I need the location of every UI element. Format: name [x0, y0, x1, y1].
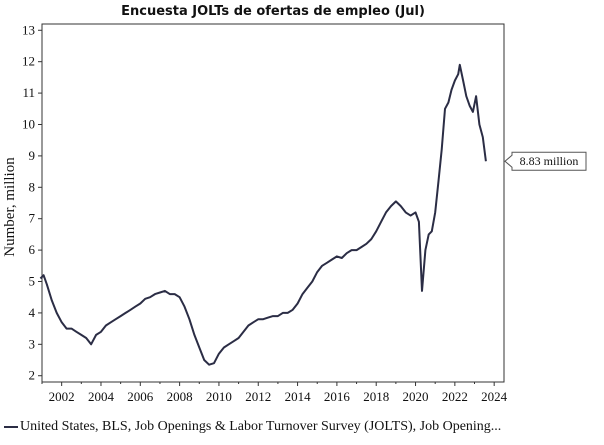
y-tick-label: 8: [29, 179, 36, 194]
y-tick-label: 12: [22, 54, 35, 69]
y-tick-label: 4: [29, 305, 36, 320]
plot-area: [41, 23, 505, 383]
y-tick-label: 3: [29, 336, 36, 351]
x-tick-label: 2016: [324, 389, 351, 404]
x-tick-label: 2018: [363, 389, 389, 404]
y-tick-label: 11: [22, 85, 35, 100]
callout-box: [504, 151, 587, 171]
x-tick-label: 2020: [403, 389, 429, 404]
y-tick-label: 5: [29, 274, 36, 289]
legend: United States, BLS, Job Openings & Labor…: [4, 419, 600, 435]
callout-label: 8.83 million: [520, 154, 579, 168]
y-tick-label: 10: [22, 116, 35, 131]
x-axis: 2002 2004 2006 2008 2010 2012 2014 2016 2018 2020…: [41, 382, 508, 404]
y-tick-label: 6: [29, 242, 36, 257]
y-tick-label: 7: [29, 211, 36, 226]
series-line-job-openings: [39, 63, 487, 366]
x-tick-label: 2002: [49, 389, 75, 404]
y-tick-label: 9: [29, 148, 36, 163]
y-axis-label: Number, million: [2, 157, 18, 257]
x-tick-label: 2004: [88, 389, 115, 404]
legend-swatch: [4, 425, 18, 428]
x-tick-label: 2010: [206, 389, 232, 404]
x-tick-label: 2012: [245, 389, 271, 404]
y-axis: 2 3 4 5 6 7 8 9 10 11 12 13: [22, 22, 42, 383]
y-tick-label: 2: [29, 368, 36, 383]
plot-border: [41, 23, 505, 383]
x-tick-label: 2022: [442, 389, 468, 404]
chart-title: Encuesta JOLTs de ofertas de empleo (Jul…: [121, 4, 425, 19]
x-tick-label: 2024: [481, 389, 508, 404]
x-tick-label: 2008: [167, 389, 193, 404]
x-tick-label: 2006: [127, 389, 154, 404]
series-layer: [39, 63, 487, 366]
legend-label: United States, BLS, Job Openings & Labor…: [20, 419, 502, 434]
last-value-callout: 8.83 million: [504, 151, 587, 171]
x-tick-label: 2014: [285, 389, 312, 404]
y-tick-label: 13: [22, 22, 35, 37]
